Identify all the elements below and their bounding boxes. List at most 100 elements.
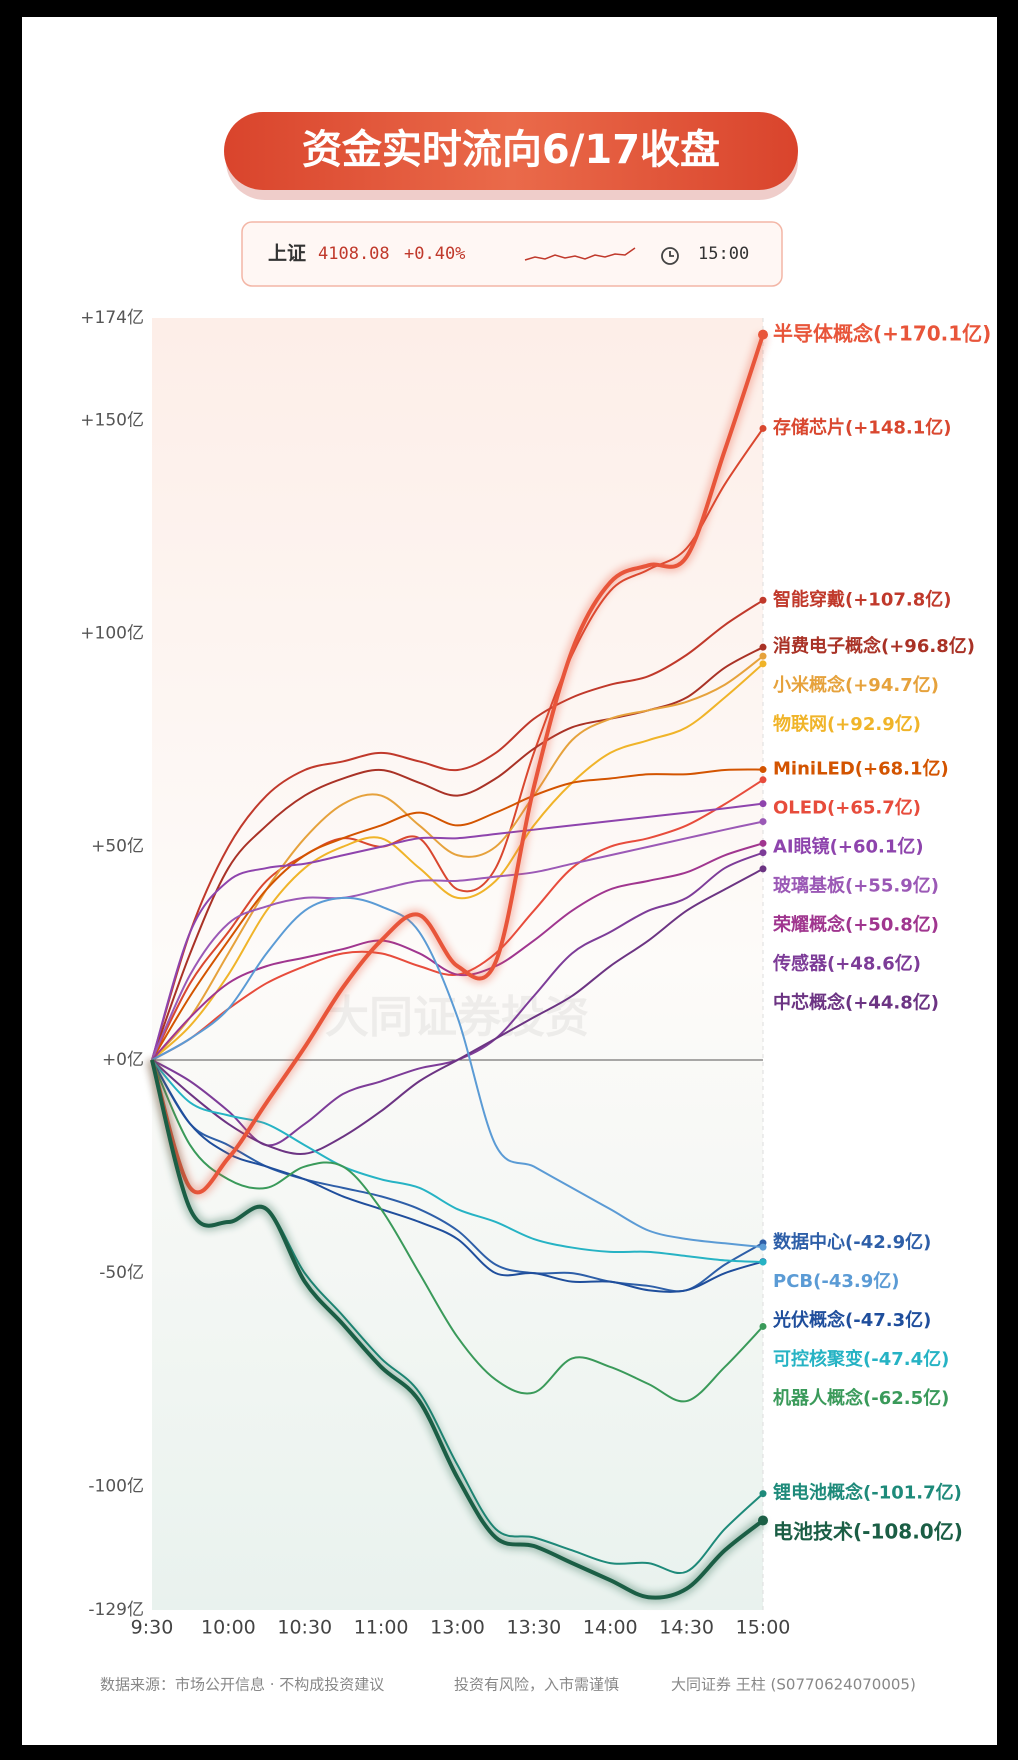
series-name: 传感器: [772, 953, 828, 975]
series-line: [151, 896, 764, 1249]
series-line: [151, 1059, 764, 1293]
series-name: 锂电池概念: [773, 1482, 863, 1504]
series-label: 中芯概念(+44.8亿): [773, 992, 939, 1014]
end-dot: [759, 1322, 767, 1330]
series-name: 存储芯片: [773, 416, 845, 438]
series-value-label: (+148.1亿): [845, 416, 951, 438]
series-value-label: (-101.7亿): [863, 1482, 962, 1504]
y-tick-label: +174亿: [80, 308, 144, 328]
series-name: 消费电子概念: [773, 635, 881, 657]
end-dot: [759, 818, 767, 826]
y-tick-label: -50亿: [99, 1263, 144, 1283]
series-value-label: (+170.1亿): [873, 321, 991, 345]
y-tick-label: -100亿: [88, 1476, 144, 1496]
series-line: [151, 802, 764, 1061]
end-dot: [759, 776, 767, 784]
series-value-label: (+107.8亿): [845, 588, 951, 610]
series-line: [150, 334, 765, 1195]
series-line: [151, 655, 764, 1061]
series-label: OLED(+65.7亿): [773, 797, 921, 819]
end-dot: [759, 643, 767, 651]
end-dot: [759, 1490, 767, 1498]
clock-icon: [661, 247, 679, 265]
series-value-label: (+55.9亿): [845, 875, 939, 897]
clock-hands: [669, 251, 674, 257]
end-dot: [759, 849, 767, 857]
series-name: 光伏概念: [772, 1309, 845, 1331]
series-value-label: (-43.9亿): [813, 1270, 899, 1292]
series-label: 玻璃基板(+55.9亿): [773, 875, 939, 897]
series-label: MiniLED(+68.1亿): [773, 758, 949, 780]
x-tick-label: 14:00: [583, 1617, 638, 1639]
series-line: [151, 768, 764, 1061]
series-value-label: (+44.8亿): [845, 992, 939, 1014]
end-dot: [759, 800, 767, 808]
series-value-label: (-42.9亿): [845, 1231, 931, 1253]
y-tick-label: +150亿: [80, 410, 144, 430]
series-label: 半导体概念(+170.1亿): [773, 321, 991, 345]
y-tick-label: +0亿: [102, 1050, 144, 1070]
footer-risk: 投资有风险，入市需谨慎: [454, 1676, 619, 1694]
y-tick-label: +100亿: [80, 624, 144, 644]
series-value-label: (+94.7亿): [845, 674, 939, 696]
x-tick-label: 11:00: [354, 1617, 409, 1639]
series-value-label: (+48.6亿): [827, 953, 921, 975]
series-value-label: (+68.1亿): [855, 758, 949, 780]
series-name: 荣耀概念: [772, 914, 845, 936]
end-dot: [759, 652, 767, 660]
end-dot: [759, 660, 767, 668]
series-name: 中芯概念: [773, 992, 845, 1014]
x-tick-label: 10:00: [201, 1617, 256, 1639]
series-name: 物联网: [773, 713, 827, 735]
index-value: 4108.08: [318, 244, 390, 264]
series-line: [151, 1059, 764, 1403]
x-tick-label: 15:00: [736, 1617, 791, 1639]
title-pill: [224, 112, 798, 190]
series-value-label: (+92.9亿): [827, 713, 921, 735]
end-dot: [759, 424, 767, 432]
end-dot: [759, 865, 767, 873]
series-name: 数据中心: [773, 1231, 845, 1253]
end-dot: [759, 1243, 767, 1251]
series-value-label: (-108.0亿): [853, 1519, 963, 1543]
y-tick-label: -129亿: [88, 1600, 144, 1620]
series-name: AI眼镜: [773, 836, 830, 858]
series-value-label: (-62.5亿): [863, 1387, 949, 1409]
series-name: PCB: [773, 1271, 813, 1292]
end-dot: [758, 1515, 768, 1526]
series-name: MiniLED: [773, 759, 855, 780]
x-tick-label: 14:30: [659, 1617, 714, 1639]
series-label: 机器人概念(-62.5亿): [773, 1387, 949, 1409]
series-label: 智能穿戴(+107.8亿): [773, 588, 951, 610]
series-label: 存储芯片(+148.1亿): [773, 416, 951, 438]
series-label: 可控核聚变(-47.4亿): [773, 1348, 949, 1370]
series-value-label: (+96.8亿): [881, 635, 975, 657]
series-value-label: (+65.7亿): [827, 797, 921, 819]
series-value-label: (+60.1亿): [830, 836, 924, 858]
series-label: 小米概念(+94.7亿): [773, 674, 939, 696]
end-dot: [759, 596, 767, 604]
index-change: +0.40%: [404, 244, 465, 264]
series-name: 半导体概念: [773, 321, 873, 345]
x-tick-label: 13:30: [506, 1617, 561, 1639]
end-dot: [759, 766, 767, 774]
footer-author: 大同证券 王柱 (S0770624070005): [671, 1676, 916, 1694]
series-label: 物联网(+92.9亿): [773, 713, 921, 735]
index-time: 15:00: [698, 244, 749, 264]
series-label: 消费电子概念(+96.8亿): [773, 635, 975, 657]
series-label: 传感器(+48.6亿): [772, 953, 921, 975]
series-line: [151, 868, 764, 1155]
series-label: 荣耀概念(+50.8亿): [772, 914, 939, 936]
series-name: 电池技术: [773, 1519, 853, 1543]
end-dot: [758, 329, 768, 340]
series-name: OLED: [773, 798, 827, 819]
series-label: 光伏概念(-47.3亿): [772, 1309, 931, 1331]
series-label: 数据中心(-42.9亿): [773, 1231, 931, 1253]
series-name: 小米概念: [773, 674, 845, 696]
series-line: [151, 663, 764, 1061]
series-name: 可控核聚变: [773, 1348, 863, 1370]
series-value-label: (-47.4亿): [863, 1348, 949, 1370]
series-line: [150, 1059, 765, 1600]
x-tick-label: 10:30: [277, 1617, 332, 1639]
